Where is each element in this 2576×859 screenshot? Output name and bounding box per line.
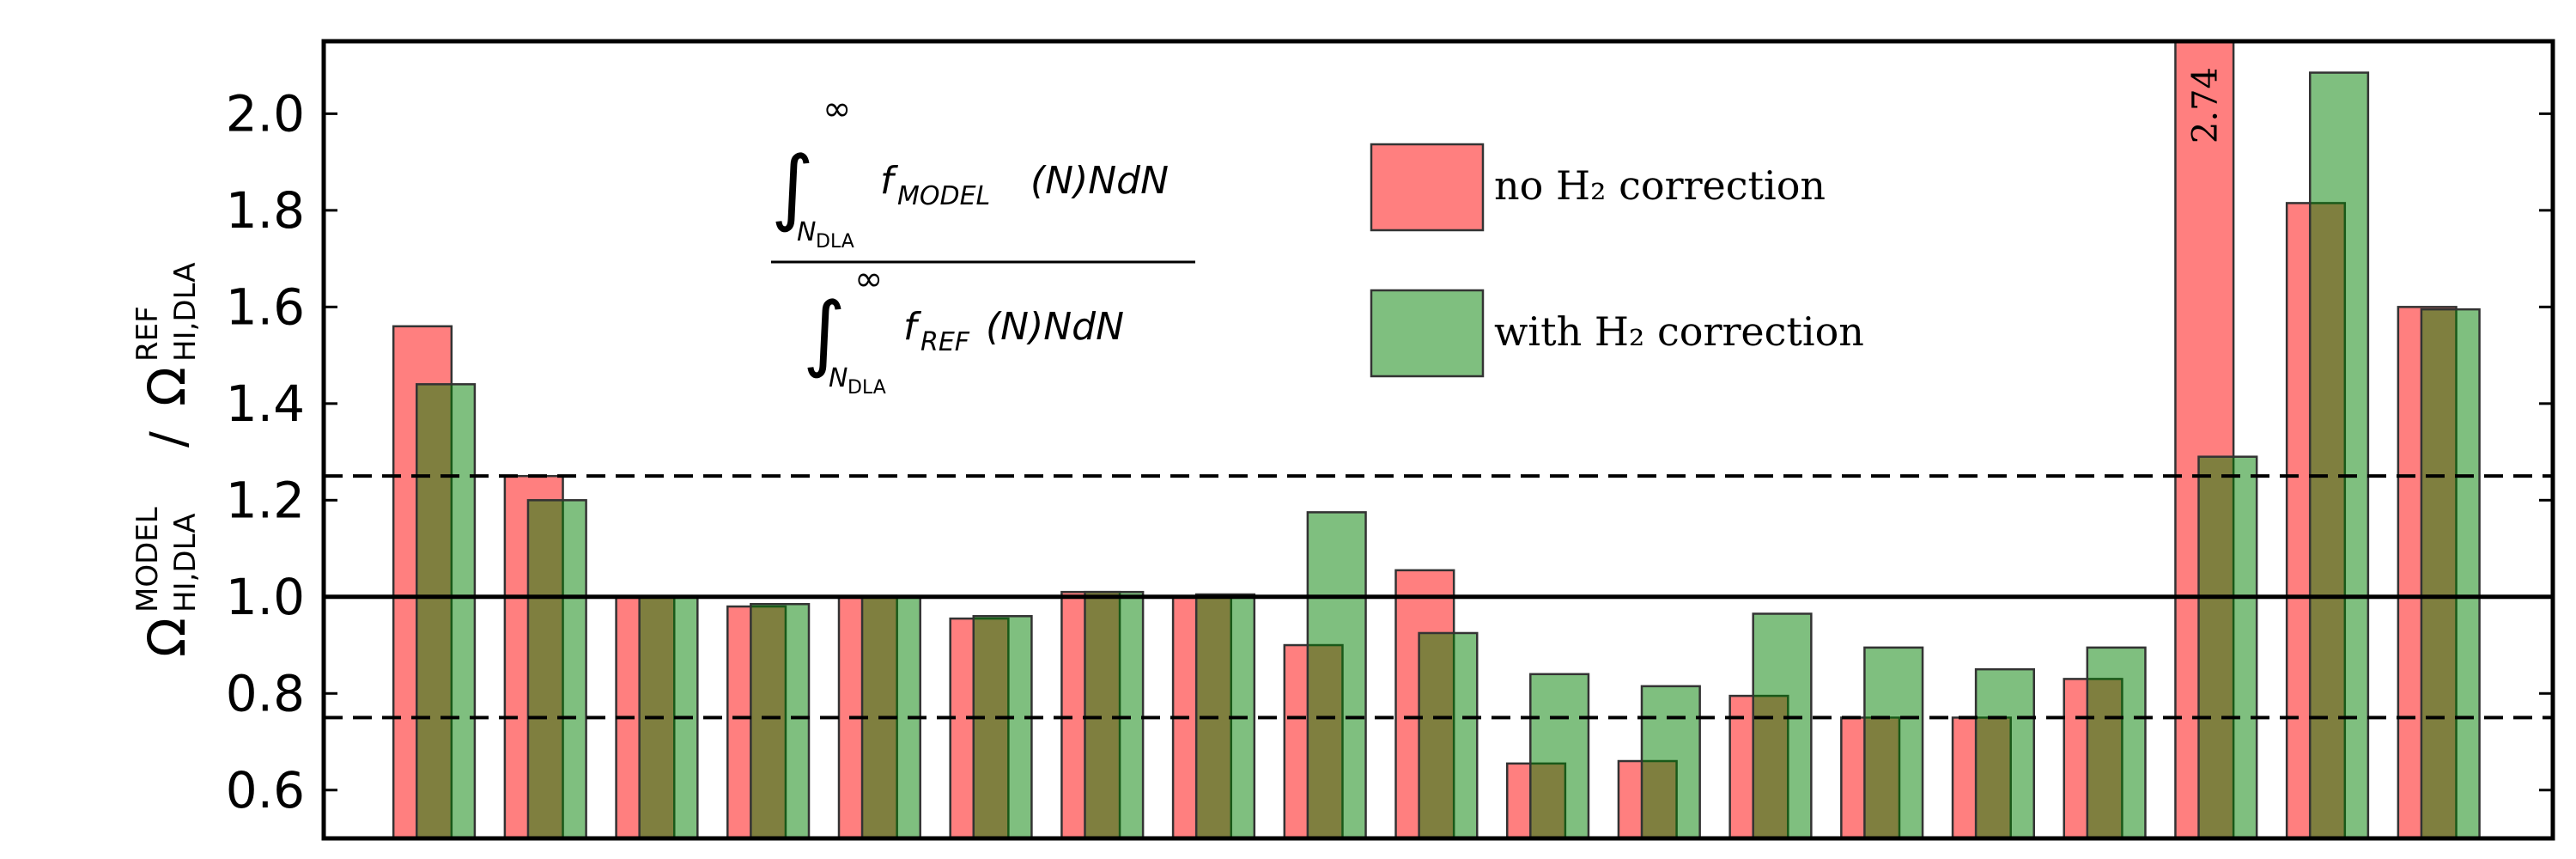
legend-swatch <box>1370 143 1485 232</box>
y-tick-label: 1.4 <box>226 375 305 433</box>
legend-label: no H₂ correction <box>1494 162 1826 209</box>
y-tick-label: 0.6 <box>226 761 305 819</box>
lower: N <box>829 363 848 393</box>
upper: ∞ <box>823 89 851 129</box>
plot-area <box>392 41 2481 838</box>
lower-sub: DLA <box>848 377 886 399</box>
f-sub: MODEL <box>897 181 990 211</box>
bar <box>1418 631 1479 838</box>
y-axis-label: Ω MODEL HI,DLA / Ω REF HI,DLA <box>131 262 203 657</box>
y-label-symbol: Ω <box>137 618 197 657</box>
plot-frame <box>321 39 2555 841</box>
rest: (N)NdN <box>1030 159 1169 203</box>
formula: ∫ ∞ N DLA f MODEL (N)NdN ∫ ∞ N DLA f REF… <box>771 89 1195 399</box>
f-sub: REF <box>920 327 970 357</box>
bar <box>1640 685 1701 838</box>
bar <box>2086 646 2147 838</box>
y-label-sub: HI,DLA <box>168 513 203 612</box>
bar <box>1084 590 1145 838</box>
legend-label: with H₂ correction <box>1494 308 1864 355</box>
y-label-sup: REF <box>131 306 165 362</box>
y-tick-label: 1.0 <box>226 568 305 626</box>
y-tick-label: 1.8 <box>226 181 305 240</box>
bar <box>1752 612 1813 838</box>
lower-sub: DLA <box>816 231 854 253</box>
y-label-slash: / <box>141 431 197 448</box>
y-tick-label: 1.2 <box>226 471 305 529</box>
bar <box>750 602 811 838</box>
legend-swatch <box>1370 289 1485 378</box>
bar <box>1529 673 1590 838</box>
integral: ∫ <box>771 138 814 235</box>
y-label-symbol: Ω <box>137 367 197 406</box>
y-label-sub: HI,DLA <box>168 262 203 362</box>
integral: ∫ <box>803 284 846 381</box>
bar <box>2308 71 2370 838</box>
bar <box>1974 667 2036 838</box>
y-label-sup: MODEL <box>131 507 165 612</box>
bar <box>2420 308 2481 838</box>
y-tick-label: 2.0 <box>226 84 305 143</box>
bar <box>415 383 477 838</box>
bar <box>526 499 587 838</box>
upper: ∞ <box>854 259 883 299</box>
bar <box>972 615 1033 838</box>
y-tick-label: 1.6 <box>226 277 305 336</box>
lower: N <box>797 217 816 247</box>
rest: (N)NdN <box>986 305 1124 349</box>
bar <box>1306 511 1367 838</box>
value-label: 2.74 <box>2185 67 2225 143</box>
f: f <box>880 159 899 203</box>
f: f <box>903 305 922 349</box>
y-tick-label: 0.8 <box>226 664 305 722</box>
bar <box>1863 646 1924 838</box>
bar <box>2197 455 2258 838</box>
